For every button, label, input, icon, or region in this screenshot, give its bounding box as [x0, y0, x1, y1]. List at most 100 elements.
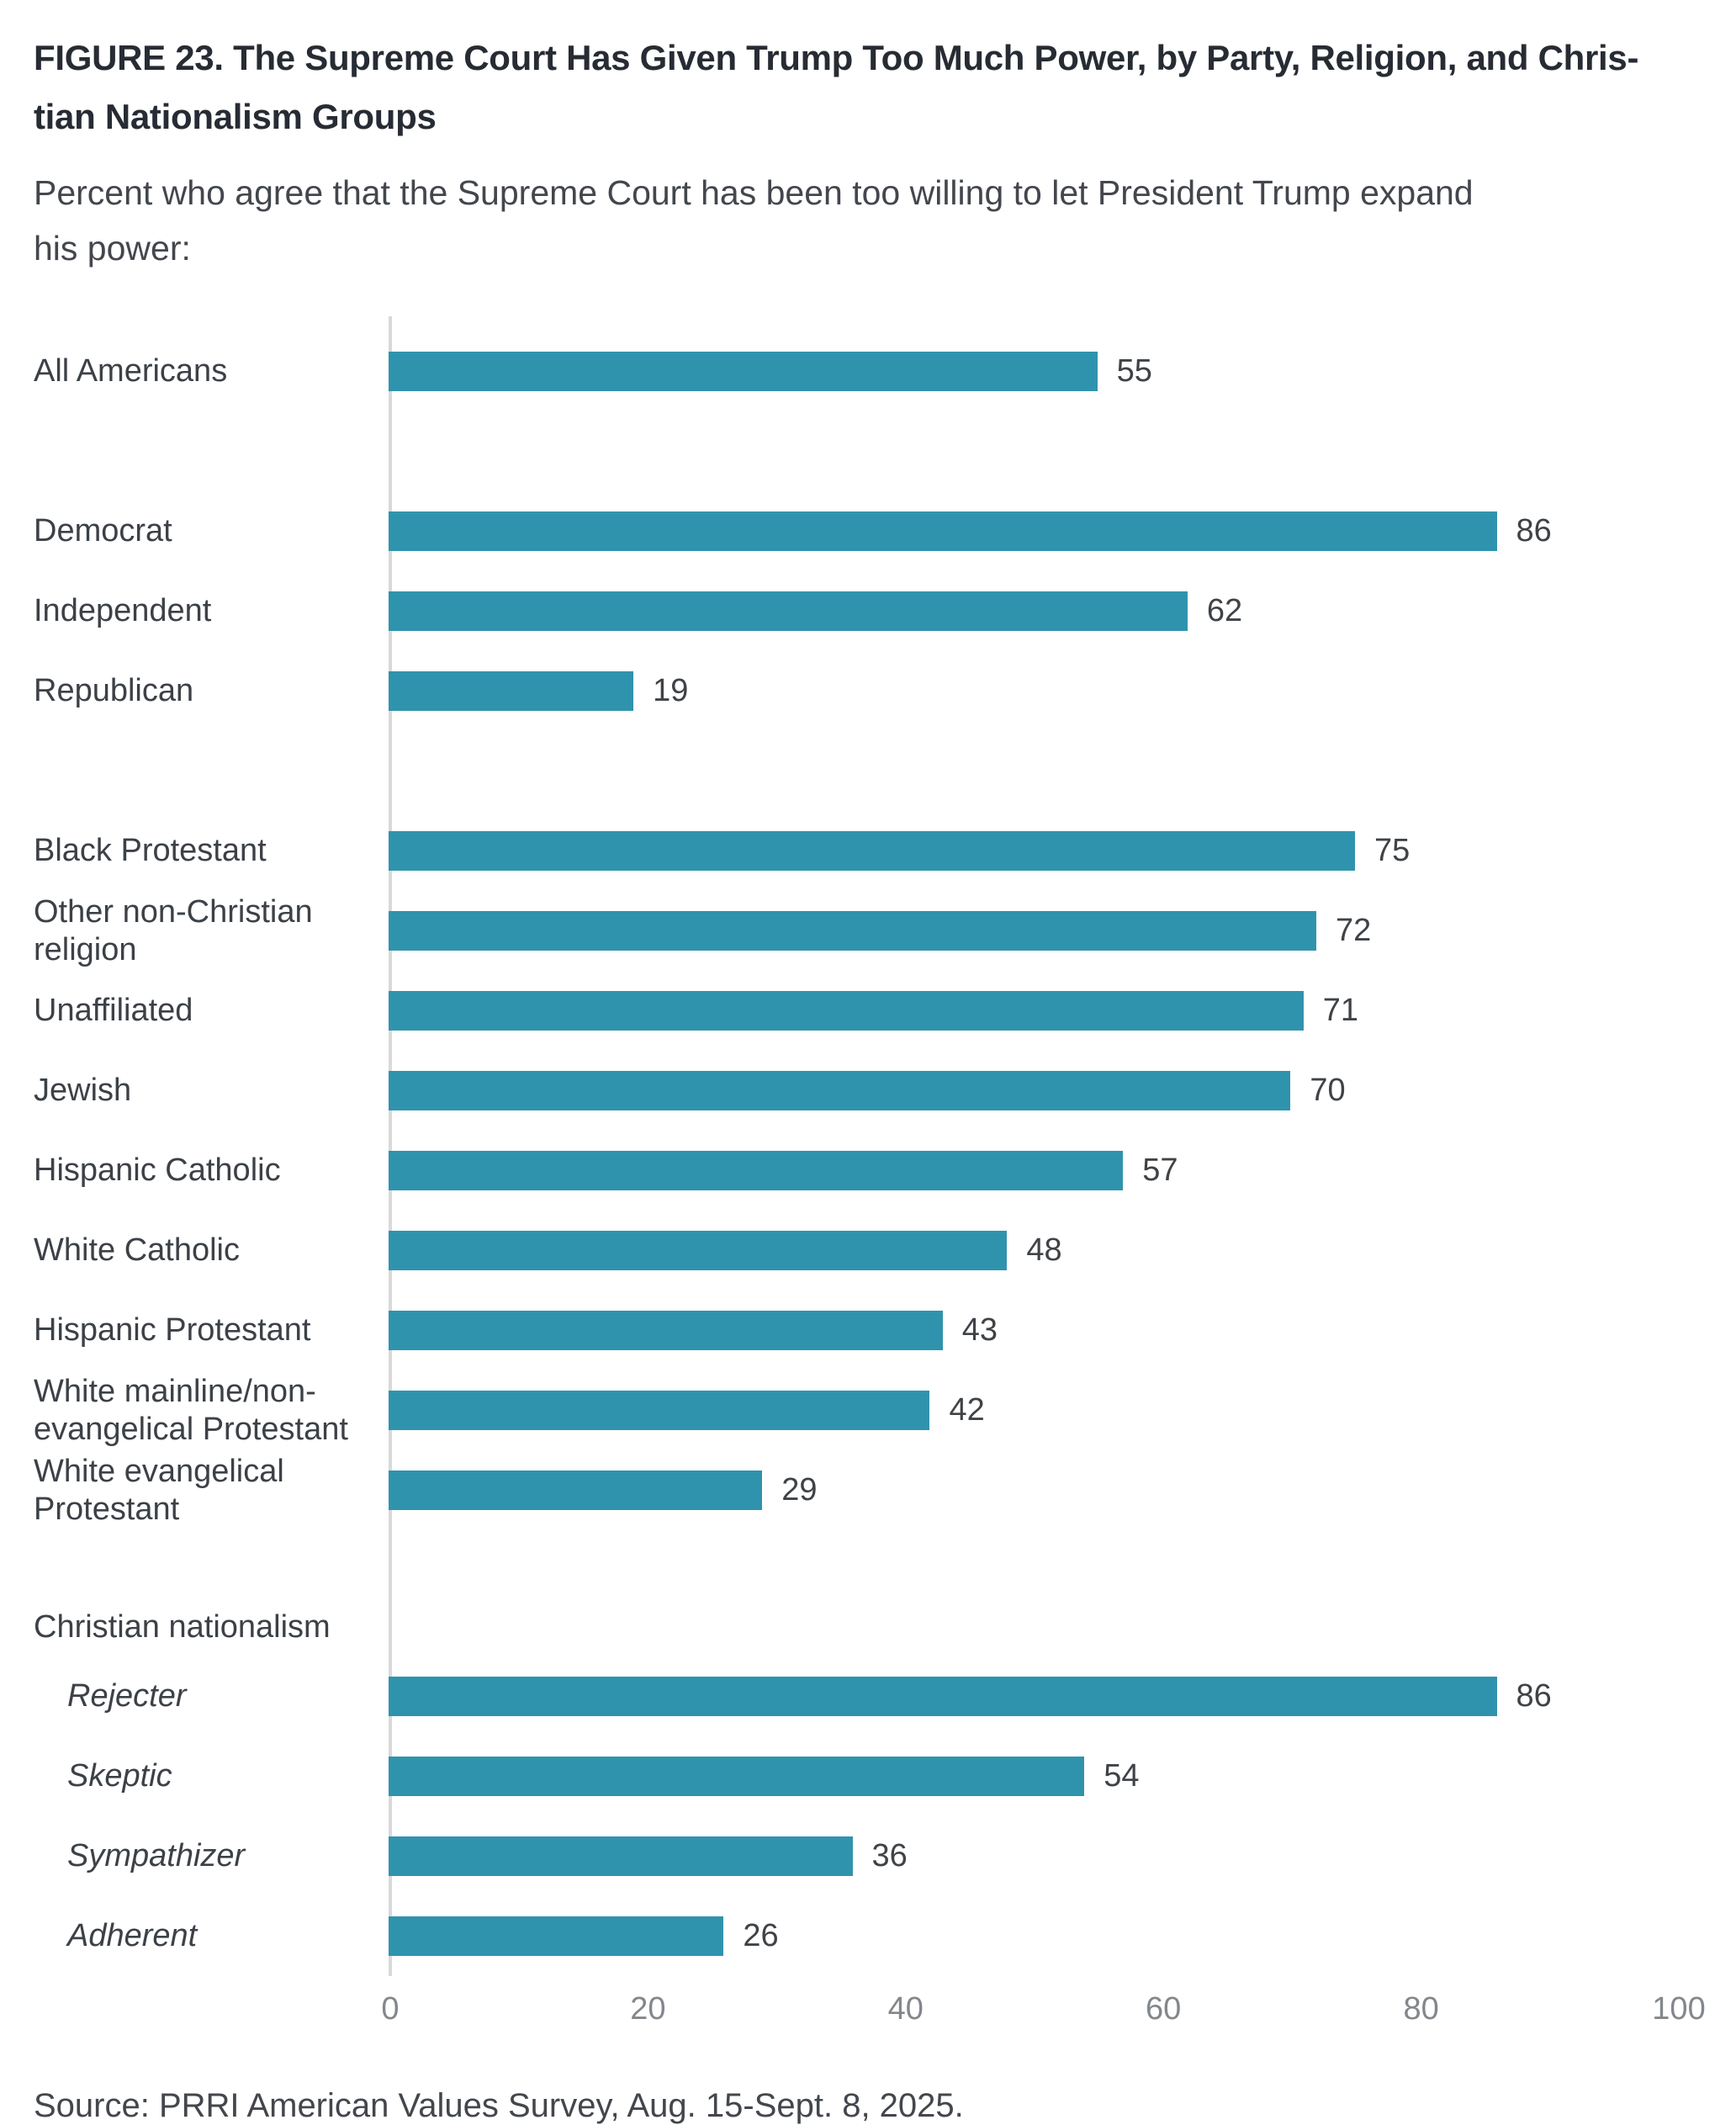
- bar-row: White mainline/non-evangelical Protestan…: [0, 1370, 1736, 1450]
- bar-track: 75: [389, 811, 1736, 891]
- bar-track: 19: [389, 651, 1736, 731]
- category-label: Republican: [34, 673, 194, 708]
- category-label-line: White mainline/non-: [34, 1373, 316, 1409]
- x-axis-tick-label: 0: [381, 1991, 400, 2027]
- category-label: White Catholic: [34, 1232, 240, 1268]
- figure-title-line-2: tian Nationalism Groups: [34, 97, 437, 136]
- value-label: 75: [1374, 833, 1410, 868]
- bar: [389, 1071, 1291, 1110]
- category-label: Jewish: [34, 1073, 132, 1108]
- x-axis-tick-label: 80: [1403, 1991, 1439, 2027]
- category-label: Adherent: [67, 1918, 198, 1953]
- source-note: Source: PRRI American Values Survey, Aug…: [34, 2087, 964, 2124]
- bar: [389, 991, 1304, 1031]
- bar-row: Adherent 26: [0, 1896, 1736, 1976]
- bar-row: Rejecter 86: [0, 1656, 1736, 1736]
- y-axis-line: [389, 316, 392, 1976]
- bar-row: Hispanic Catholic 57: [0, 1131, 1736, 1211]
- bar-row: Democrat 86: [0, 491, 1736, 571]
- bar-track: 70: [389, 1051, 1736, 1131]
- category-label: Unaffiliated: [34, 993, 193, 1028]
- category-label-line: evangelical Protestant: [34, 1411, 348, 1447]
- bar-row: All Americans 55: [0, 331, 1736, 411]
- value-label: 86: [1516, 513, 1552, 548]
- bar: [389, 511, 1497, 551]
- category-label-line: religion: [34, 931, 137, 967]
- value-label: 62: [1206, 593, 1243, 628]
- category-label: All Americans: [34, 353, 228, 389]
- bar-track: 57: [389, 1131, 1736, 1211]
- group-header-row: Christian nationalism: [0, 1598, 1736, 1656]
- value-label: 48: [1026, 1232, 1062, 1268]
- category-label: Rejecter: [67, 1678, 187, 1714]
- figure-title: FIGURE 23. The Supreme Court Has Given T…: [34, 29, 1702, 146]
- value-label: 70: [1310, 1073, 1346, 1108]
- bar-track: 29: [389, 1450, 1736, 1530]
- value-label: 19: [653, 673, 689, 708]
- group-gap: [0, 411, 1736, 491]
- x-axis-tick-label: 100: [1652, 1991, 1706, 2027]
- group-header-label: Christian nationalism: [34, 1608, 331, 1645]
- bar-row: Unaffiliated 71: [0, 971, 1736, 1051]
- bar-track: 71: [389, 971, 1736, 1051]
- category-label-line: White evangelical: [34, 1453, 284, 1489]
- value-label: 86: [1516, 1678, 1552, 1714]
- bar-track: 55: [389, 331, 1736, 411]
- value-label: 71: [1322, 993, 1358, 1028]
- bar: [389, 352, 1098, 391]
- bar: [389, 1757, 1085, 1796]
- value-label: 55: [1116, 353, 1152, 389]
- bar: [389, 1311, 943, 1350]
- chart-top-padding: [0, 316, 1736, 331]
- bar: [389, 831, 1355, 871]
- category-label: White mainline/non-evangelical Protestan…: [0, 1373, 389, 1449]
- x-axis: 0 20 40 60 80 100: [0, 1981, 1736, 2033]
- bar-track: 54: [389, 1736, 1736, 1816]
- x-axis-tick-label: 20: [630, 1991, 666, 2027]
- bar-track: 62: [389, 571, 1736, 651]
- bar-track: 26: [389, 1896, 1736, 1976]
- category-label: Democrat: [34, 513, 172, 548]
- bar-row: Hispanic Protestant 43: [0, 1290, 1736, 1370]
- value-label: 26: [743, 1918, 779, 1953]
- bar-row: Black Protestant 75: [0, 811, 1736, 891]
- bar-track: 72: [389, 891, 1736, 971]
- figure-title-line-1: FIGURE 23. The Supreme Court Has Given T…: [34, 38, 1639, 77]
- bar-track: 36: [389, 1816, 1736, 1896]
- category-label-line: Other non-Christian: [34, 893, 313, 930]
- x-axis-tick-label: 60: [1146, 1991, 1182, 2027]
- figure-subtitle-line-2: his power:: [34, 229, 191, 268]
- bar: [389, 1231, 1008, 1270]
- bar: [389, 1836, 853, 1876]
- category-label: Skeptic: [67, 1758, 172, 1794]
- bar-row: White Catholic 48: [0, 1211, 1736, 1290]
- category-label: Hispanic Catholic: [34, 1153, 281, 1188]
- category-label: Independent: [34, 593, 212, 628]
- bar: [389, 1151, 1124, 1190]
- bar-track: 48: [389, 1211, 1736, 1290]
- bar: [389, 591, 1188, 631]
- bar-row: Republican 19: [0, 651, 1736, 731]
- figure-subtitle-line-1: Percent who agree that the Supreme Court…: [34, 173, 1474, 212]
- category-label: Sympathizer: [67, 1838, 246, 1873]
- category-label: Hispanic Protestant: [34, 1312, 311, 1348]
- value-label: 36: [871, 1838, 908, 1873]
- figure-subtitle: Percent who agree that the Supreme Court…: [34, 165, 1702, 276]
- x-axis-tick-label: 40: [887, 1991, 924, 2027]
- value-label: 29: [781, 1472, 818, 1508]
- bar-row: Sympathizer 36: [0, 1816, 1736, 1896]
- bar-chart: All Americans 55 Democrat 86 Independent 62 Re…: [0, 316, 1736, 2033]
- group-gap: [0, 1530, 1736, 1598]
- value-label: 42: [949, 1392, 985, 1428]
- chart-plot-area: All Americans 55 Democrat 86 Independent 62 Re…: [0, 316, 1736, 1976]
- bar: [389, 1916, 724, 1956]
- bar-track: 86: [389, 1656, 1736, 1736]
- bar-row: Jewish 70: [0, 1051, 1736, 1131]
- bar: [389, 1471, 763, 1510]
- category-label: Other non-Christian religion: [0, 893, 389, 969]
- value-label: 43: [961, 1312, 998, 1348]
- value-label: 54: [1104, 1758, 1140, 1794]
- bar: [389, 671, 634, 711]
- bar: [389, 1677, 1497, 1716]
- bar-row: White evangelical Protestant 29: [0, 1450, 1736, 1530]
